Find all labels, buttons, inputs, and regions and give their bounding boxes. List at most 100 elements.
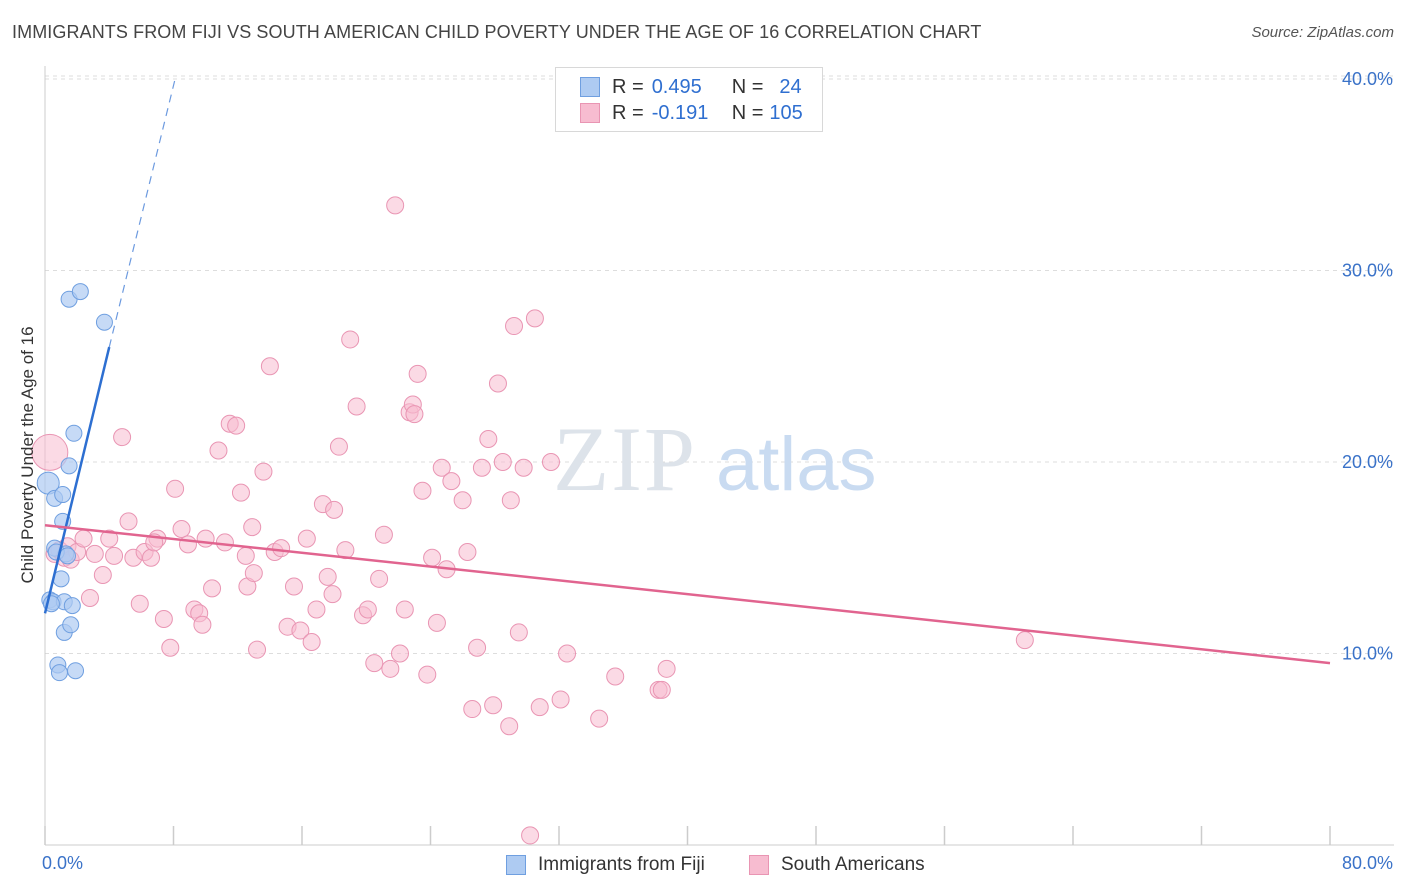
south-americans-point <box>318 567 337 586</box>
fiji-point <box>65 424 83 442</box>
south-americans-point <box>248 640 267 659</box>
south-americans-point <box>203 579 222 598</box>
legend-item-fiji: Immigrants from Fiji <box>506 852 705 878</box>
south-americans-point <box>254 462 273 481</box>
south-americans-point <box>453 491 472 510</box>
south-americans-point <box>74 529 93 548</box>
south-americans-point <box>236 546 255 565</box>
south-americans-point <box>193 615 212 634</box>
south-americans-point <box>291 621 310 640</box>
south-americans-point <box>227 416 246 435</box>
south-americans-point <box>231 483 250 502</box>
south-americans-point <box>119 512 138 531</box>
x-tick-label-min: 0.0% <box>42 853 83 873</box>
x-tick-labels: 0.0% 80.0% <box>42 853 1393 873</box>
fiji-point <box>63 597 81 615</box>
south-americans-point <box>307 600 326 619</box>
watermark-atlas: atlas <box>716 422 877 507</box>
south-americans-point <box>297 529 316 548</box>
fiji-point <box>60 457 78 475</box>
south-americans-point <box>408 364 427 383</box>
y-tick-label: 10.0% <box>1342 644 1393 664</box>
south-americans-point <box>196 529 215 548</box>
south-americans-r-value: -0.191 <box>651 101 709 124</box>
south-americans-point <box>260 357 279 376</box>
fiji-point <box>67 662 85 680</box>
south-americans-point <box>244 564 263 583</box>
chart-title: IMMIGRANTS FROM FIJI VS SOUTH AMERICAN C… <box>12 22 982 42</box>
south-americans-point <box>395 600 414 619</box>
south-americans-point <box>381 659 400 678</box>
fiji-trend-line <box>43 346 111 614</box>
r-label: R = <box>612 75 644 98</box>
south-americans-point <box>551 690 570 709</box>
n-label: N = <box>731 101 764 124</box>
fiji-n-value: 24 <box>779 75 802 98</box>
south-americans-point <box>488 374 507 393</box>
x-tick-label-max: 80.0% <box>1342 853 1393 873</box>
n-label: N = <box>731 75 764 98</box>
y-tick-label: 20.0% <box>1342 452 1393 472</box>
south-americans-point <box>374 525 393 544</box>
fiji-point <box>71 283 89 301</box>
south-americans-point <box>472 458 491 477</box>
south-americans-point <box>521 826 540 845</box>
south-americans-point <box>113 428 132 447</box>
south-americans-point <box>558 644 577 663</box>
south-americans-point <box>100 529 119 548</box>
south-americans-point <box>500 717 519 736</box>
correlation-legend: R = 0.495 N = 24 R = -0.191 N = 105 <box>555 67 823 132</box>
legend-item-south-americans: South Americans <box>749 852 925 878</box>
south-americans-point <box>427 613 446 632</box>
south-americans-point <box>178 535 197 554</box>
south-americans-point <box>458 543 477 562</box>
fiji-point <box>58 547 76 565</box>
south-americans-point <box>468 638 487 657</box>
fiji-r-value: 0.495 <box>651 75 702 98</box>
south-americans-point <box>215 533 234 552</box>
south-americans-n-value: 105 <box>769 101 803 124</box>
south-americans-point <box>161 638 180 657</box>
south-americans-point <box>31 433 69 471</box>
fiji-swatch <box>580 77 600 97</box>
watermark: ZIP atlas <box>553 408 877 510</box>
south-americans-trend-line <box>44 523 1331 665</box>
legend-row-south-americans: R = -0.191 N = 105 <box>580 101 803 125</box>
south-americans-point <box>423 548 442 567</box>
axes <box>44 66 1394 846</box>
r-label: R = <box>612 101 644 124</box>
south-americans-point <box>386 196 405 215</box>
south-americans-point <box>509 623 528 642</box>
legend-row-fiji: R = 0.495 N = 24 <box>580 75 802 99</box>
south-americans-point <box>541 453 560 471</box>
south-americans-point <box>93 565 112 584</box>
south-americans-point <box>358 600 377 619</box>
south-americans-point <box>105 546 124 565</box>
south-americans-point <box>365 654 384 673</box>
y-tick-labels: 10.0% 20.0% 30.0% 40.0% <box>1342 69 1393 664</box>
south-americans-point <box>325 500 344 519</box>
south-americans-point <box>606 667 625 686</box>
fiji-legend-swatch <box>506 855 526 875</box>
source-credit: Source: ZipAtlas.com <box>1251 24 1394 41</box>
fiji-legend-label: Immigrants from Fiji <box>538 854 705 875</box>
south-americans-point <box>243 518 262 537</box>
south-americans-point <box>390 644 409 663</box>
south-americans-point <box>530 698 549 717</box>
fiji-point <box>62 616 80 634</box>
south-americans-point <box>347 397 366 416</box>
y-tick-label: 30.0% <box>1342 261 1393 281</box>
south-americans-point <box>80 588 99 607</box>
south-americans-points <box>31 196 1034 845</box>
south-americans-legend-label: South Americans <box>781 854 925 875</box>
south-americans-point <box>209 441 228 460</box>
south-americans-point <box>418 665 437 684</box>
south-americans-point <box>272 539 291 558</box>
south-americans-point <box>1015 631 1034 650</box>
south-americans-point <box>479 430 498 449</box>
trend-lines <box>43 78 1331 665</box>
south-americans-point <box>405 405 424 424</box>
south-americans-point <box>525 309 544 328</box>
south-americans-point <box>323 585 342 604</box>
south-americans-point <box>154 610 173 629</box>
